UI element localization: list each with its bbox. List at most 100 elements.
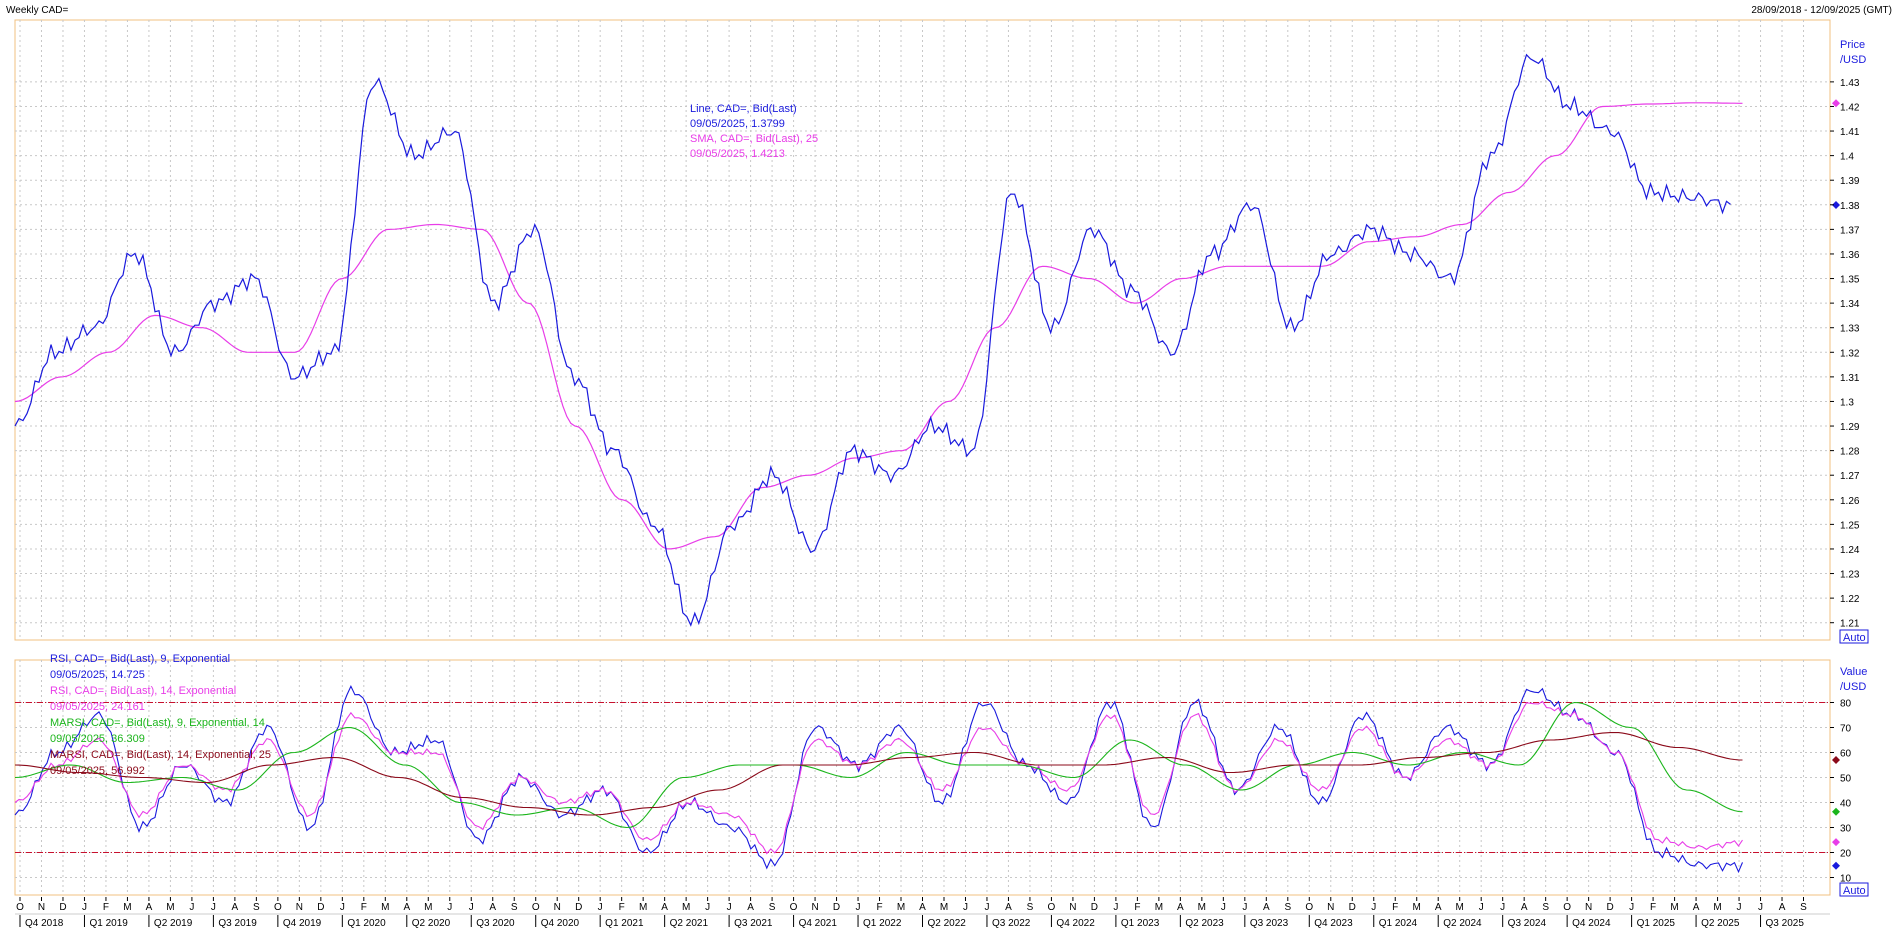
rsi-legend-entry: 09/05/2025, 36.309: [50, 733, 145, 745]
x-quarter-label: Q3 2023: [1250, 918, 1289, 929]
marsi9-line-last-marker: [1832, 807, 1840, 816]
price-y-tick-label: 1.41: [1840, 127, 1860, 138]
x-month-label: O: [1048, 902, 1056, 913]
x-quarter-label: Q4 2020: [541, 918, 580, 929]
value-auto-label[interactable]: Auto: [1843, 885, 1866, 897]
x-month-label: S: [769, 902, 776, 913]
rsi-legend-entry: MARSI, CAD=, Bid(Last), 9, Exponential, …: [50, 717, 265, 729]
rsi-legend-entry: 09/05/2025, 14.725: [50, 669, 145, 681]
rsi-legend-entry: 09/05/2025, 56.992: [50, 765, 145, 777]
x-month-label: F: [876, 902, 882, 913]
x-month-label: N: [1327, 902, 1334, 913]
x-month-label: J: [340, 902, 345, 913]
x-month-label: A: [1177, 902, 1184, 913]
price-y-tick-label: 1.33: [1840, 324, 1860, 335]
price-y-tick-label: 1.23: [1840, 570, 1860, 581]
rsi-legend-entry: 09/05/2025, 24.161: [50, 701, 145, 713]
price-y-tick-label: 1.42: [1840, 102, 1860, 113]
x-month-label: O: [1305, 902, 1313, 913]
rsi-legend-entry: RSI, CAD=, Bid(Last), 14, Exponential: [50, 685, 236, 697]
rsi-y-tick-label: 60: [1840, 749, 1852, 760]
price-auto-label[interactable]: Auto: [1843, 632, 1866, 644]
x-month-label: A: [1263, 902, 1270, 913]
price-y-tick-label: 1.26: [1840, 496, 1860, 507]
price-y-tick-label: 1.25: [1840, 520, 1860, 531]
x-month-label: A: [919, 902, 926, 913]
x-month-label: O: [790, 902, 798, 913]
price-y-tick-label: 1.34: [1840, 299, 1860, 310]
x-month-label: A: [747, 902, 754, 913]
x-month-label: J: [705, 902, 710, 913]
price-line: [14, 53, 1731, 627]
x-month-label: J: [1479, 902, 1484, 913]
x-month-label: J: [856, 902, 861, 913]
x-month-label: J: [1371, 902, 1376, 913]
value-auto-box[interactable]: [1839, 882, 1869, 897]
x-quarter-label: Q1 2020: [347, 918, 386, 929]
x-month-label: A: [403, 902, 410, 913]
rsi9-line-last-marker: [1832, 861, 1840, 870]
rsi-legend-entry: MARSI, CAD=, Bid(Last), 14, Exponential,…: [50, 749, 271, 761]
price-y-tick-label: 1.21: [1840, 619, 1860, 630]
x-month-label: M: [166, 902, 174, 913]
x-month-label: M: [682, 902, 690, 913]
x-month-label: A: [1435, 902, 1442, 913]
x-quarter-label: Q1 2019: [89, 918, 128, 929]
rsi14-line-last-marker: [1832, 838, 1840, 847]
window-title: Weekly CAD=: [6, 5, 68, 16]
x-month-label: N: [811, 902, 818, 913]
x-month-label: J: [963, 902, 968, 913]
x-quarter-label: Q4 2024: [1572, 918, 1611, 929]
x-month-label: D: [317, 902, 324, 913]
marsi9-line: [14, 701, 1743, 829]
marsi14-line-last-marker: [1832, 756, 1840, 765]
rsi14-line: [14, 700, 1743, 855]
x-quarter-label: Q2 2021: [670, 918, 709, 929]
price-y-tick-label: 1.35: [1840, 275, 1860, 286]
x-month-label: F: [1392, 902, 1398, 913]
x-month-label: F: [619, 902, 625, 913]
sma-line: [14, 102, 1743, 550]
x-month-label: O: [16, 902, 24, 913]
x-quarter-label: Q2 2025: [1701, 918, 1740, 929]
x-month-label: N: [296, 902, 303, 913]
x-month-label: O: [274, 902, 282, 913]
x-quarter-label: Q4 2021: [799, 918, 838, 929]
price-axis-title: Price: [1840, 39, 1865, 51]
x-month-label: M: [639, 902, 647, 913]
x-month-label: M: [1155, 902, 1163, 913]
x-month-label: S: [1284, 902, 1291, 913]
price-legend-entry: Line, CAD=, Bid(Last): [690, 103, 797, 115]
rsi-y-tick-label: 80: [1840, 699, 1852, 710]
x-month-label: M: [1413, 902, 1421, 913]
price-y-tick-label: 1.22: [1840, 594, 1860, 605]
price-y-tick-label: 1.36: [1840, 250, 1860, 261]
price-legend-entry: SMA, CAD=, Bid(Last), 25: [690, 133, 818, 145]
x-month-label: J: [469, 902, 474, 913]
price-y-tick-label: 1.32: [1840, 348, 1860, 359]
marsi14-line: [14, 731, 1743, 816]
rsi-y-tick-label: 20: [1840, 849, 1852, 860]
value-axis-title: Value: [1840, 666, 1867, 678]
price-auto-box[interactable]: [1839, 629, 1869, 644]
x-quarter-label: Q1 2025: [1637, 918, 1676, 929]
x-month-label: S: [1800, 902, 1807, 913]
rsi-legend-entry: RSI, CAD=, Bid(Last), 9, Exponential: [50, 653, 230, 665]
x-month-label: J: [1758, 902, 1763, 913]
x-month-label: A: [1779, 902, 1786, 913]
rsi-y-tick-label: 30: [1840, 824, 1852, 835]
x-month-label: J: [211, 902, 216, 913]
price-y-tick-label: 1.39: [1840, 176, 1860, 187]
price-y-tick-label: 1.29: [1840, 422, 1860, 433]
price-y-tick-label: 1.43: [1840, 78, 1860, 89]
x-month-label: M: [940, 902, 948, 913]
x-month-label: D: [1091, 902, 1098, 913]
rsi-y-tick-label: 10: [1840, 874, 1852, 885]
x-month-label: J: [1629, 902, 1634, 913]
x-month-label: D: [1607, 902, 1614, 913]
x-quarter-label: Q1 2024: [1379, 918, 1418, 929]
price-y-tick-label: 1.4: [1840, 152, 1854, 163]
x-month-label: D: [833, 902, 840, 913]
